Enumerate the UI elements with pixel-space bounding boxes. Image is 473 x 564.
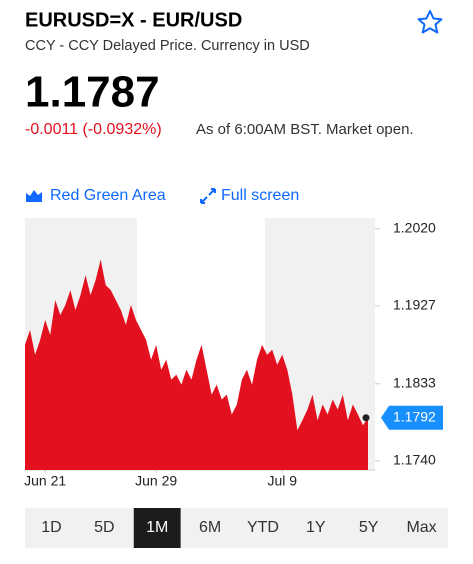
range-button[interactable]: YTD <box>247 519 279 536</box>
y-tick-label: 1.1927 <box>393 297 436 313</box>
star-icon[interactable] <box>417 10 443 34</box>
y-tick-label: 1.1833 <box>393 374 436 390</box>
range-button[interactable]: 5Y <box>359 519 379 536</box>
x-tick-label: Jul 9 <box>267 473 297 489</box>
current-label: 1.1792 <box>393 408 436 424</box>
full-screen-button[interactable]: Full screen <box>200 187 299 204</box>
y-tick-label: 1.2020 <box>393 219 436 235</box>
chart-style-label: Red Green Area <box>50 187 166 204</box>
range-button[interactable]: Max <box>406 519 436 536</box>
current-dot <box>362 414 370 422</box>
range-selected <box>133 508 181 548</box>
price-change: -0.0011 (-0.0932%) <box>25 121 162 138</box>
y-tick-label: 1.1740 <box>393 452 436 468</box>
range-bar <box>25 508 448 548</box>
ticker-title: EURUSD=X - EUR/USD <box>25 9 242 31</box>
range-button[interactable]: 5D <box>94 519 114 536</box>
chart-style-button[interactable]: Red Green Area <box>26 187 166 204</box>
current-label-box <box>381 405 443 430</box>
range-button[interactable]: 1Y <box>306 519 326 536</box>
price-area <box>25 259 368 470</box>
area-icon <box>26 190 42 202</box>
range-button[interactable]: 6M <box>199 519 221 536</box>
x-tick-label: Jun 29 <box>135 473 177 489</box>
range-button[interactable]: 1M <box>146 519 168 536</box>
full-screen-label: Full screen <box>221 187 299 204</box>
subtitle: CCY - CCY Delayed Price. Currency in USD <box>25 38 310 54</box>
x-tick-label: Jun 21 <box>24 473 66 489</box>
as-of: As of 6:00AM BST. Market open. <box>196 121 414 138</box>
price: 1.1787 <box>25 68 160 117</box>
range-button[interactable]: 1D <box>41 519 61 536</box>
range-buttons: 1D 5D 1M 6M YTD 1Y 5Y Max <box>41 508 437 548</box>
chart: 1.2020 1.1927 1.1833 1.1740 Jun 21 Jun 29 Jul … <box>24 219 443 489</box>
full-screen-icon <box>200 188 216 204</box>
